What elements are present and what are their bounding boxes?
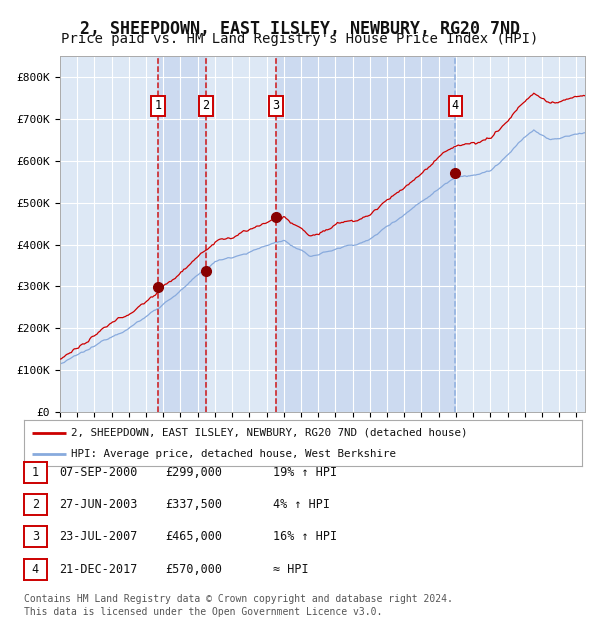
Text: Contains HM Land Registry data © Crown copyright and database right 2024.
This d: Contains HM Land Registry data © Crown c…: [24, 594, 453, 617]
Text: 3: 3: [32, 531, 39, 543]
Text: 16% ↑ HPI: 16% ↑ HPI: [273, 531, 337, 543]
Text: Price paid vs. HM Land Registry's House Price Index (HPI): Price paid vs. HM Land Registry's House …: [61, 32, 539, 46]
Text: HPI: Average price, detached house, West Berkshire: HPI: Average price, detached house, West…: [71, 449, 397, 459]
Text: 3: 3: [272, 99, 280, 112]
Text: 2, SHEEPDOWN, EAST ILSLEY, NEWBURY, RG20 7ND (detached house): 2, SHEEPDOWN, EAST ILSLEY, NEWBURY, RG20…: [71, 428, 468, 438]
Text: £299,000: £299,000: [165, 466, 222, 479]
Text: 21-DEC-2017: 21-DEC-2017: [59, 563, 137, 575]
Text: 2: 2: [203, 99, 210, 112]
Text: 2, SHEEPDOWN, EAST ILSLEY, NEWBURY, RG20 7ND: 2, SHEEPDOWN, EAST ILSLEY, NEWBURY, RG20…: [80, 20, 520, 38]
Text: ≈ HPI: ≈ HPI: [273, 563, 308, 575]
Bar: [158, 56, 206, 412]
Text: 4: 4: [452, 99, 459, 112]
Text: 23-JUL-2007: 23-JUL-2007: [59, 531, 137, 543]
Text: £337,500: £337,500: [165, 498, 222, 511]
Text: 1: 1: [32, 466, 39, 479]
Text: 4: 4: [32, 563, 39, 575]
Text: 2: 2: [32, 498, 39, 511]
Text: 19% ↑ HPI: 19% ↑ HPI: [273, 466, 337, 479]
Text: £465,000: £465,000: [165, 531, 222, 543]
Text: £570,000: £570,000: [165, 563, 222, 575]
Text: 1: 1: [154, 99, 161, 112]
Bar: [276, 56, 455, 412]
Text: 27-JUN-2003: 27-JUN-2003: [59, 498, 137, 511]
Text: 07-SEP-2000: 07-SEP-2000: [59, 466, 137, 479]
Text: 4% ↑ HPI: 4% ↑ HPI: [273, 498, 330, 511]
